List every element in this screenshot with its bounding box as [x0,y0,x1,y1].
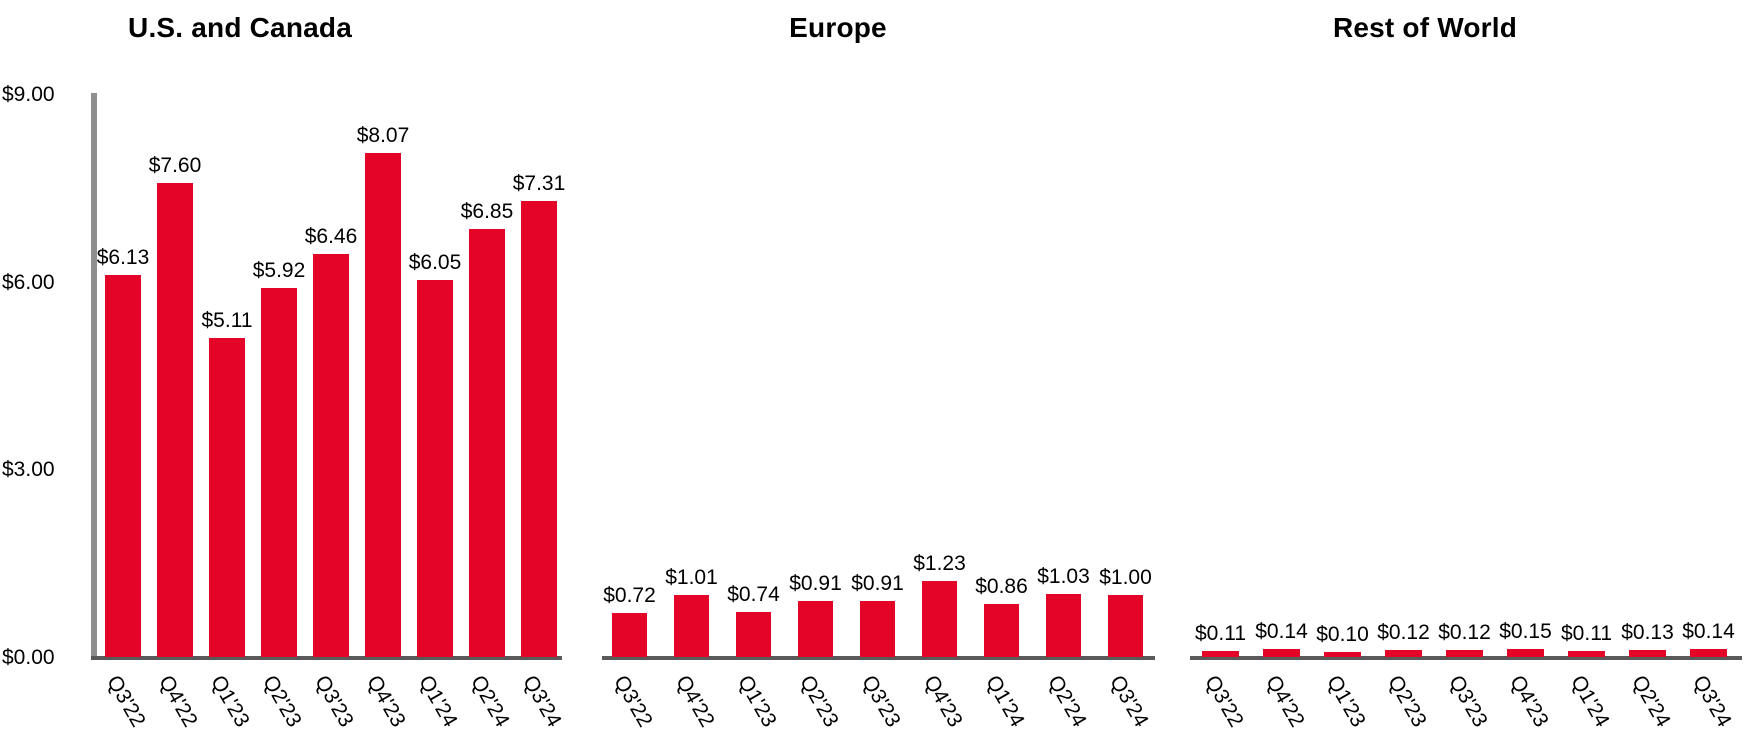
x-axis-tick-label: Q4'22 [1260,671,1309,731]
bar [1046,594,1081,657]
x-axis-tick-label: Q4'23 [362,671,410,731]
bar [1324,652,1361,657]
bar [1446,650,1483,657]
x-axis-tick-label: Q3'24 [518,671,566,731]
bar [1202,651,1239,657]
bar [105,275,141,657]
bar [1629,650,1666,657]
x-axis-tick-label: Q4'22 [154,671,202,731]
x-axis-tick-label: Q1'24 [414,671,462,731]
y-axis-tick-label: $0.00 [2,646,55,669]
x-axis-tick-label: Q4'23 [1504,671,1553,731]
bar-value-label: $0.72 [603,584,656,607]
bar [157,183,193,657]
bar-value-label: $0.74 [727,583,780,606]
bar-value-label: $6.46 [304,225,358,248]
x-axis-line-europe [602,656,1155,660]
bar-value-label: $7.60 [148,154,202,177]
bar [1263,649,1300,657]
x-axis-tick-label: Q3'22 [1199,671,1248,731]
x-axis-tick-label: Q2'24 [1626,671,1675,731]
x-axis-tick-label: Q3'23 [310,671,358,731]
bar [736,612,771,657]
bar-value-label: $6.05 [408,251,462,274]
bar-value-label: $0.11 [1561,622,1612,645]
bar-value-label: $0.13 [1621,621,1674,644]
bar-value-label: $1.03 [1037,565,1090,588]
x-axis-line-us-canada [91,656,562,660]
bar-value-label: $1.00 [1099,566,1152,589]
x-axis-tick-label: Q4'22 [670,671,719,731]
bar [469,229,505,657]
x-axis-tick-label: Q2'24 [1042,671,1091,731]
bar [860,601,895,657]
bar [1690,649,1727,657]
bar-value-label: $6.85 [460,200,514,223]
x-axis-tick-label: Q1'23 [732,671,781,731]
bar [674,595,709,657]
bar-value-label: $5.92 [252,259,306,282]
bar [612,613,647,657]
x-axis-tick-label: Q3'24 [1687,671,1736,731]
panel-title-europe: Europe [789,12,887,43]
bar-value-label: $0.14 [1255,620,1308,643]
bar [261,288,297,657]
y-axis-tick-label: $3.00 [2,458,55,481]
x-axis-tick-label: Q3'23 [1443,671,1492,731]
bar-value-label: $0.86 [975,575,1028,598]
bar-value-label: $7.31 [512,172,566,195]
bar-value-label: $0.12 [1438,621,1491,644]
bar-value-label: $0.91 [789,572,842,595]
y-axis-tick-label: $9.00 [2,83,55,106]
bar-value-label: $1.23 [913,552,966,575]
x-axis-tick-label: Q2'24 [466,671,514,731]
bar-value-label: $8.07 [356,124,410,147]
bar-value-label: $0.14 [1682,620,1735,643]
x-axis-tick-label: Q3'22 [102,671,150,731]
bar [798,601,833,657]
x-axis-tick-label: Q1'24 [980,671,1029,731]
x-axis-tick-label: Q2'23 [1382,671,1431,731]
x-axis-tick-label: Q2'23 [258,671,306,731]
bar [417,280,453,657]
bar [984,604,1019,657]
bar [521,201,557,657]
bar-value-label: $0.91 [851,572,904,595]
x-axis-tick-label: Q1'23 [206,671,254,731]
x-axis-tick-label: Q4'23 [918,671,967,731]
x-axis-tick-label: Q3'22 [608,671,657,731]
bar [313,254,349,657]
x-axis-tick-label: Q1'23 [1321,671,1370,731]
panel-title-rest-of-world: Rest of World [1332,12,1518,43]
bar [1108,595,1143,657]
x-axis-tick-label: Q1'24 [1565,671,1614,731]
bar-value-label: $0.15 [1499,620,1552,643]
bar [1385,650,1422,657]
bar [209,338,245,657]
panel-title-us-canada: U.S. and Canada [128,12,352,43]
bar [1507,649,1544,657]
bar-value-label: $0.12 [1377,621,1430,644]
x-axis-line-rest-of-world [1190,656,1742,660]
y-axis-tick-label: $6.00 [2,271,55,294]
x-axis-tick-label: Q3'23 [856,671,905,731]
bar-value-label: $5.11 [201,309,253,332]
x-axis-tick-label: Q2'23 [794,671,843,731]
bar [1568,651,1605,657]
x-axis-tick-label: Q3'24 [1104,671,1153,731]
bar [922,581,957,657]
bar-value-label: $6.13 [96,246,150,269]
y-axis-line [91,93,97,656]
bar-value-label: $0.10 [1316,623,1369,646]
bar-value-label: $0.11 [1195,622,1246,645]
bar [365,153,401,657]
bar-value-label: $1.01 [665,566,718,589]
